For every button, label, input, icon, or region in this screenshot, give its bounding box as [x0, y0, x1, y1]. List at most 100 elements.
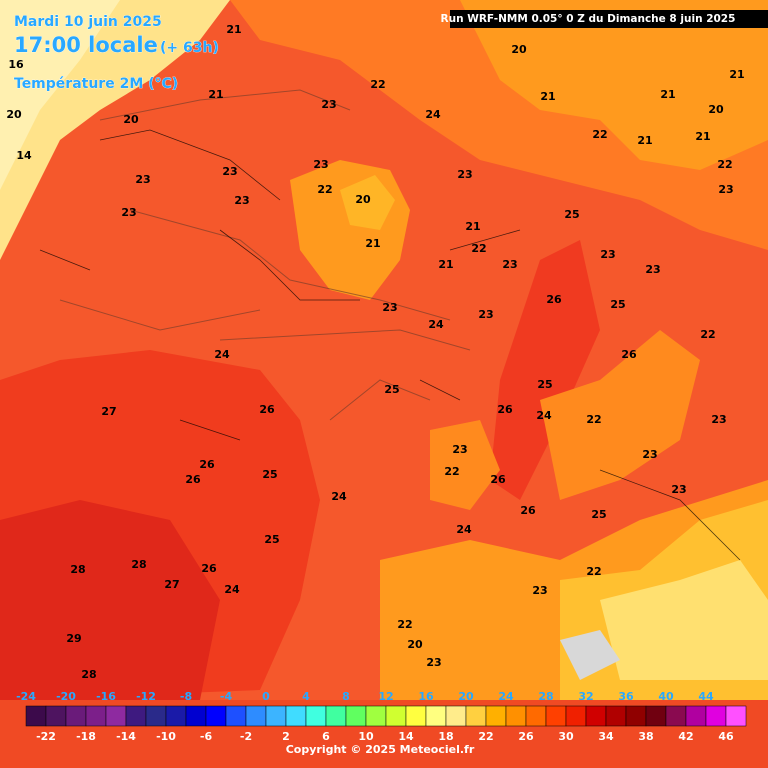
temperature-label: 23	[502, 258, 517, 271]
legend-label: 0	[262, 690, 270, 703]
temperature-label: 22	[700, 328, 715, 341]
temperature-label: 22	[592, 128, 607, 141]
temperature-label: 23	[382, 301, 397, 314]
color-swatch	[205, 705, 227, 727]
color-swatch	[505, 705, 527, 727]
legend-label: 30	[558, 730, 574, 743]
legend-label: 10	[358, 730, 374, 743]
run-box	[450, 10, 768, 28]
color-swatch	[345, 705, 367, 727]
color-swatch	[705, 705, 727, 727]
legend-label: -14	[116, 730, 136, 743]
legend-label: -2	[240, 730, 252, 743]
temperature-label: 23	[313, 158, 328, 171]
color-swatch	[645, 705, 667, 727]
color-swatch	[685, 705, 707, 727]
temperature-label: 26	[621, 348, 637, 361]
temperature-label: 23	[222, 165, 237, 178]
temperature-label: 22	[586, 565, 601, 578]
legend-label: 2	[282, 730, 290, 743]
color-swatch	[25, 705, 47, 727]
legend-label: 22	[478, 730, 493, 743]
temperature-label: 21	[637, 134, 652, 147]
legend-label: -4	[220, 690, 233, 703]
legend-label: 38	[638, 730, 653, 743]
temperature-label: 22	[717, 158, 732, 171]
legend-label: 4	[302, 690, 310, 703]
temperature-label: 22	[317, 183, 332, 196]
temperature-label: 21	[208, 88, 223, 101]
legend-label: -24	[16, 690, 36, 703]
temperature-label: 23	[234, 194, 249, 207]
legend-label: 12	[378, 690, 393, 703]
temperature-label: 23	[532, 584, 547, 597]
legend-label: 18	[438, 730, 453, 743]
temperature-label: 26	[520, 504, 536, 517]
legend-label: 8	[342, 690, 350, 703]
temperature-label: 23	[645, 263, 660, 276]
map-labels: 21 22 24 23 23 23 22 20 21 23 23 23 23 2…	[6, 23, 744, 681]
run-info: Run WRF-NMM 0.05° 0 Z du Dimanche 8 juin…	[441, 13, 736, 25]
forecast-lead: (+ 63h)	[160, 40, 219, 56]
legend-label: -10	[156, 730, 176, 743]
temperature-label: 25	[610, 298, 625, 311]
temperature-label: 22	[397, 618, 412, 631]
temperature-label: 21	[438, 258, 453, 271]
temperature-label: 28	[131, 558, 146, 571]
temperature-label: 23	[711, 413, 726, 426]
temperature-label: 21	[226, 23, 241, 36]
temperature-label: 21	[695, 130, 710, 143]
temperature-label: 25	[384, 383, 399, 396]
temperature-label: 24	[456, 523, 472, 536]
temperature-label: 20	[123, 113, 139, 126]
temperature-label: 23	[121, 206, 136, 219]
color-swatch	[245, 705, 267, 727]
color-swatch	[605, 705, 627, 727]
color-swatch	[485, 705, 507, 727]
field-name: Température 2M (°C)	[14, 76, 178, 92]
legend-label: 46	[718, 730, 734, 743]
temperature-label: 20	[355, 193, 371, 206]
forecast-date: Mardi 10 juin 2025	[14, 14, 162, 30]
temperature-label: 25	[264, 533, 279, 546]
color-swatch	[465, 705, 487, 727]
temperature-label: 23	[426, 656, 441, 669]
color-swatch	[565, 705, 587, 727]
temperature-label: 25	[564, 208, 579, 221]
legend-label: 20	[458, 690, 474, 703]
legend-label: 24	[498, 690, 514, 703]
temperature-label: 20	[407, 638, 423, 651]
legend-label: 28	[538, 690, 553, 703]
temperature-label: 27	[164, 578, 179, 591]
color-swatch	[165, 705, 187, 727]
temperature-label: 22	[471, 242, 486, 255]
legend-label: -20	[56, 690, 76, 703]
temperature-label: 24	[536, 409, 552, 422]
temperature-label: 25	[262, 468, 277, 481]
color-swatch	[85, 705, 107, 727]
temperature-label: 22	[370, 78, 385, 91]
temperature-label: 21	[365, 237, 380, 250]
legend-label: -12	[136, 690, 156, 703]
header: Mardi 10 juin 2025 17:00 locale (+ 63h) …	[14, 10, 768, 92]
temperature-label: 23	[671, 483, 686, 496]
color-swatch	[425, 705, 447, 727]
color-swatch	[105, 705, 127, 727]
temperature-label: 23	[642, 448, 657, 461]
color-swatch	[445, 705, 467, 727]
color-swatch	[45, 705, 67, 727]
legend-label: -22	[36, 730, 56, 743]
legend-label: 6	[322, 730, 330, 743]
legend-label: 16	[418, 690, 434, 703]
color-swatch	[325, 705, 347, 727]
color-swatch	[365, 705, 387, 727]
temperature-label: 23	[718, 183, 733, 196]
temperature-label: 21	[729, 68, 744, 81]
legend-label: 32	[578, 690, 593, 703]
color-swatch	[145, 705, 167, 727]
legend-label: -16	[96, 690, 116, 703]
temperature-label: 21	[465, 220, 480, 233]
